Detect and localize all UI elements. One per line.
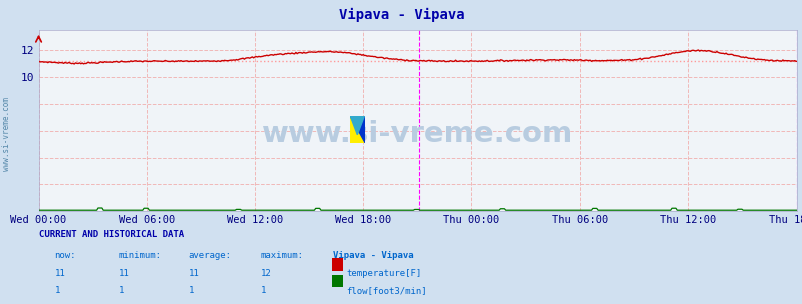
Text: maximum:: maximum: <box>261 251 304 260</box>
Text: CURRENT AND HISTORICAL DATA: CURRENT AND HISTORICAL DATA <box>38 230 184 239</box>
Text: average:: average: <box>188 251 232 260</box>
Text: flow[foot3/min]: flow[foot3/min] <box>346 286 426 295</box>
Polygon shape <box>350 116 364 135</box>
Text: 11: 11 <box>55 269 65 278</box>
Polygon shape <box>350 116 364 143</box>
Text: 11: 11 <box>119 269 129 278</box>
Text: now:: now: <box>55 251 76 260</box>
Text: 1: 1 <box>261 286 266 295</box>
Text: Vipava - Vipava: Vipava - Vipava <box>333 251 413 260</box>
Text: www.si-vreme.com: www.si-vreme.com <box>262 119 573 147</box>
Text: www.si-vreme.com: www.si-vreme.com <box>2 97 11 171</box>
Text: 12: 12 <box>261 269 271 278</box>
Text: 11: 11 <box>188 269 199 278</box>
Polygon shape <box>350 116 364 143</box>
Text: 1: 1 <box>119 286 124 295</box>
Text: 1: 1 <box>55 286 60 295</box>
Text: Vipava - Vipava: Vipava - Vipava <box>338 8 464 22</box>
Text: temperature[F]: temperature[F] <box>346 269 421 278</box>
Text: minimum:: minimum: <box>119 251 162 260</box>
Text: 1: 1 <box>188 286 194 295</box>
